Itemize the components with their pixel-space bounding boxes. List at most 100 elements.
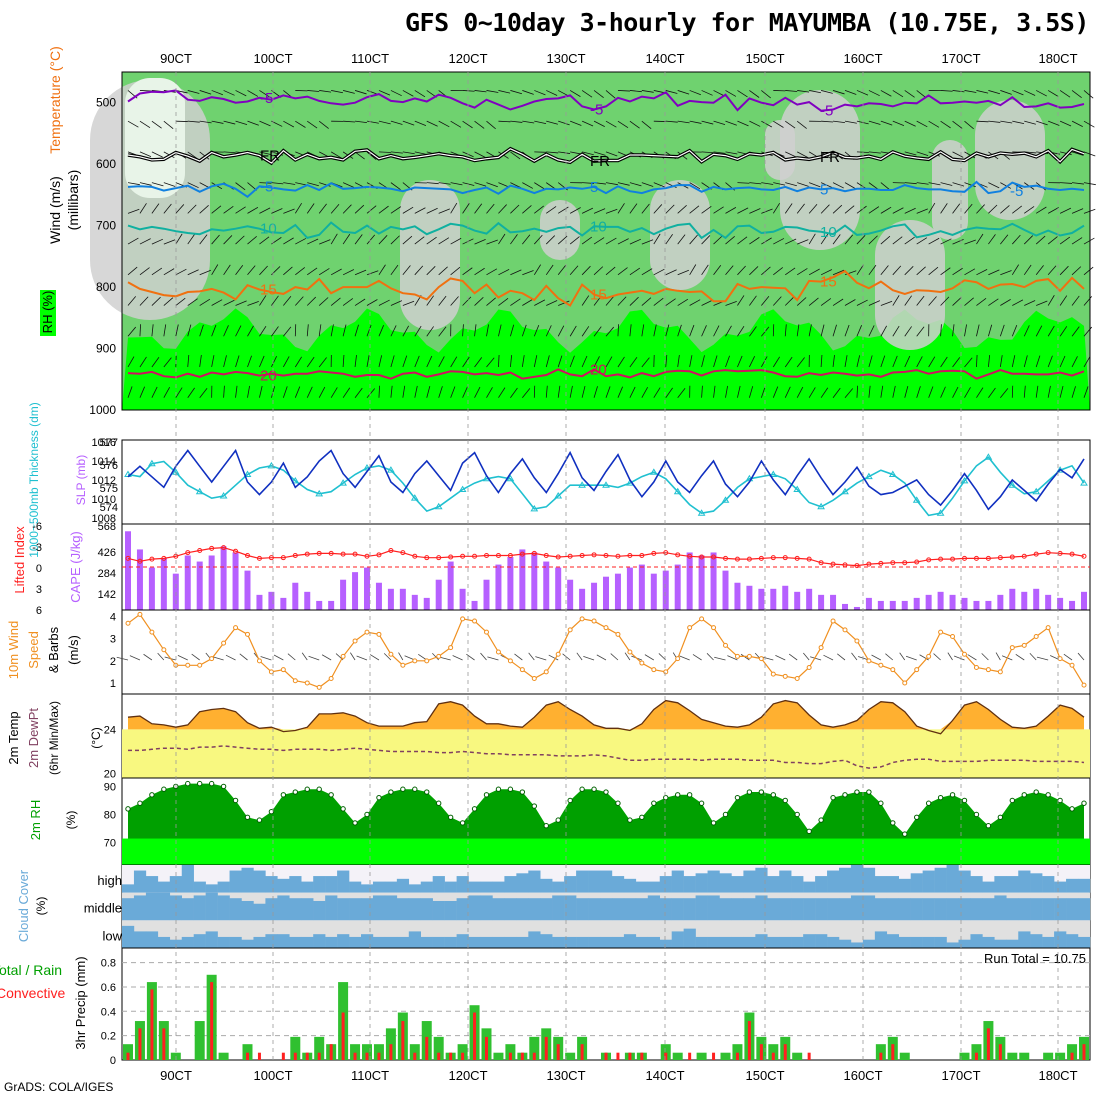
cape-bar — [591, 582, 598, 610]
pressure-tick: 700 — [96, 219, 116, 233]
cape-bar — [411, 594, 418, 610]
wind-barb — [557, 355, 563, 368]
li-marker — [615, 553, 621, 559]
thickness-marker — [148, 459, 156, 467]
wind-barb — [235, 385, 238, 398]
rh-marker — [304, 786, 310, 792]
wind-barb — [163, 357, 172, 368]
li-marker — [268, 555, 274, 561]
wind-barb — [378, 299, 390, 306]
isotherm-label: 10 — [590, 218, 607, 235]
wind-barb — [629, 120, 640, 129]
precip-convective-bar — [317, 1052, 321, 1060]
cloud-tick: high — [97, 873, 122, 888]
wind-barb — [271, 326, 279, 337]
precip-total-bar — [409, 1044, 420, 1060]
rh-dry-patch — [975, 100, 1045, 220]
cape-bar — [650, 573, 657, 610]
wind-barb — [390, 385, 393, 398]
wind-barb — [187, 298, 198, 306]
cape-bar — [136, 549, 143, 610]
precip-convective-bar — [449, 1052, 453, 1060]
wind-barb — [605, 151, 618, 157]
wind-barb — [892, 90, 904, 98]
surface-wind-barb — [439, 656, 451, 661]
wind-barb — [916, 120, 928, 128]
cloud-bar-low — [839, 939, 852, 948]
wind-frame — [121, 609, 1091, 695]
wind-barb — [175, 297, 186, 306]
cape-bar — [937, 591, 944, 610]
cloud-bar-middle — [420, 898, 433, 921]
rh-marker — [782, 797, 788, 804]
cloud-bar-low — [803, 934, 816, 948]
wind-barb — [139, 90, 152, 92]
rh-marker — [495, 786, 502, 792]
wind-barb — [354, 298, 366, 306]
wind-speed-marker — [1009, 645, 1015, 651]
isotherm-label: 10 — [820, 224, 837, 241]
wind-barb — [737, 295, 745, 306]
pressure-tick: 800 — [96, 280, 116, 294]
rh-marker — [949, 792, 956, 798]
li-marker — [878, 560, 884, 566]
wind-barb — [976, 324, 980, 337]
slp-tick: 1008 — [92, 513, 116, 525]
rh-marker — [567, 797, 573, 804]
wind-barb — [354, 204, 365, 214]
wind-barb — [414, 120, 427, 127]
wind-barb — [402, 235, 413, 245]
x-tick-top: 150CT — [745, 51, 784, 66]
cloud-bar-low — [217, 936, 230, 948]
surface-wind-barb — [810, 656, 822, 661]
wind-barb — [271, 356, 278, 368]
cape-bar — [985, 600, 992, 610]
wind-barb — [462, 356, 470, 368]
precip-convective-bar — [257, 1052, 261, 1060]
wind-barb — [844, 182, 856, 189]
wind-barb — [1083, 237, 1095, 245]
wind-barb — [235, 325, 242, 337]
precip-convective-bar — [425, 1036, 429, 1060]
thickness-marker — [1032, 487, 1041, 495]
cloud-bar-low — [169, 939, 182, 948]
wind-barb — [1023, 325, 1030, 337]
cloud-bar-high — [145, 876, 159, 893]
wind-barb — [1036, 90, 1047, 97]
rh-marker — [1045, 792, 1051, 798]
wind-barb — [808, 324, 812, 337]
wind-barb — [677, 120, 690, 124]
wind-barb — [342, 298, 354, 306]
wind-barb — [797, 151, 808, 158]
wind-barb — [761, 120, 773, 128]
wind-barb — [259, 265, 268, 276]
wind-barb — [127, 296, 137, 306]
wind-barb — [605, 296, 615, 306]
cape-tick: 284 — [98, 568, 116, 580]
li-marker — [316, 550, 322, 556]
wind-barb — [534, 90, 546, 96]
wind-barb — [713, 120, 726, 126]
wind-barb — [856, 385, 858, 398]
wind-barb — [808, 387, 816, 398]
cloud-bar-middle — [982, 898, 995, 921]
wind-barb — [307, 120, 318, 129]
precip-convective-bar — [365, 1052, 369, 1060]
precip-tick: 0.8 — [101, 958, 116, 970]
wind-barb — [175, 324, 179, 337]
cloud-bar-middle — [1066, 898, 1079, 921]
wind-barb — [510, 355, 513, 368]
series-line-thickness — [127, 456, 1085, 517]
surface-wind-barb — [947, 652, 953, 661]
cape-bar — [1045, 594, 1052, 610]
temp-line — [127, 699, 1085, 735]
cloud-bar-low — [1066, 934, 1079, 948]
wind-barb — [617, 182, 630, 186]
li-marker — [830, 561, 836, 567]
wind-barb — [522, 234, 531, 245]
wind-barb — [999, 355, 1003, 368]
li-marker — [137, 558, 143, 564]
precip-total-bar — [290, 1036, 301, 1060]
wind-barb — [127, 326, 137, 337]
rh-marker — [531, 803, 537, 809]
